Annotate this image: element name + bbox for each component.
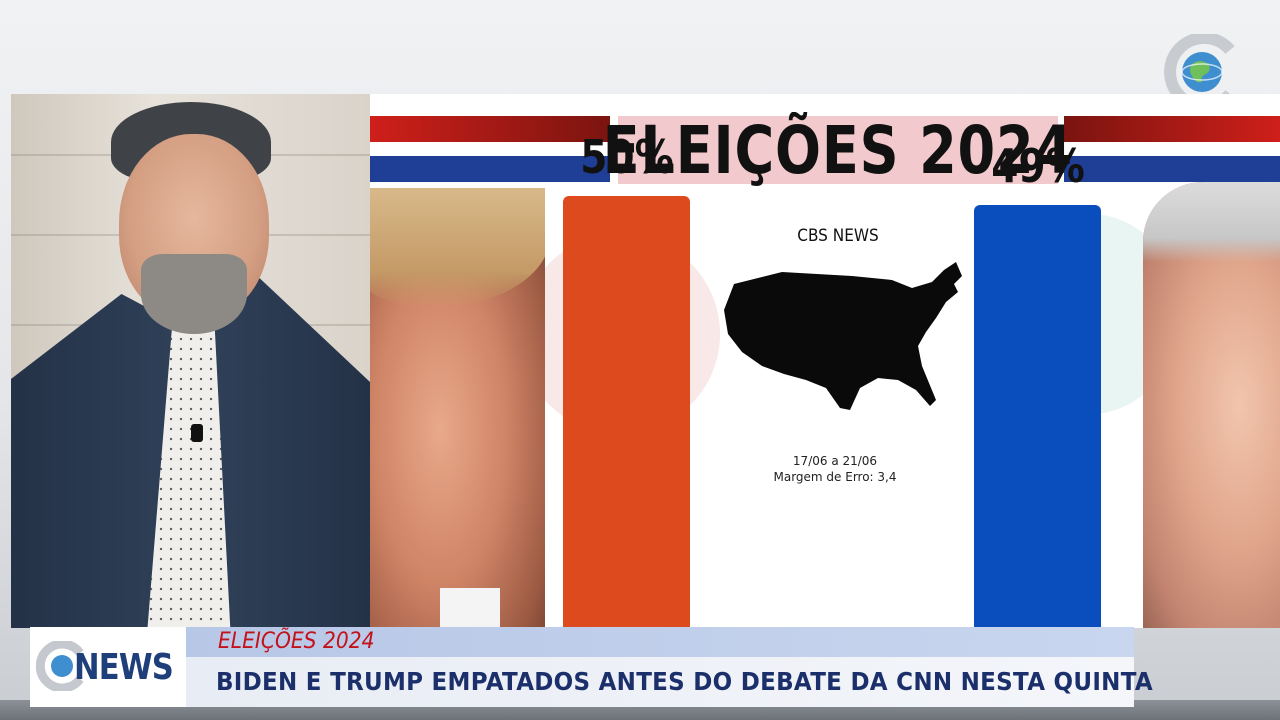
- news-logo: NEWS: [30, 627, 186, 707]
- anchor-beard: [141, 254, 247, 334]
- trump-photo: [370, 188, 545, 628]
- stripe-blue-left: [370, 156, 610, 182]
- anchor-video-feed: [11, 94, 370, 628]
- stripe-red-right: [1064, 116, 1280, 142]
- trump-collar: [440, 588, 500, 628]
- lower-third-kicker: ELEIÇÕES 2024: [218, 629, 375, 654]
- title-box: ELEIÇÕES 2024: [603, 112, 1073, 189]
- election-graphic: ELEIÇÕES 2024 50% 49% CBS NEWS 17/06 a 2…: [370, 94, 1280, 628]
- news-logo-text: NEWS: [74, 647, 174, 688]
- biden-hair: [1143, 182, 1280, 262]
- stripe-red-left: [370, 116, 610, 142]
- bar-biden: [974, 205, 1101, 628]
- lapel-mic-icon: [191, 424, 203, 442]
- channel-c-icon: [36, 641, 84, 691]
- poll-source: CBS NEWS: [797, 226, 879, 246]
- stripe-blue-right: [1064, 156, 1280, 182]
- anchor-jacket-right: [214, 274, 370, 628]
- bar-trump: [563, 196, 690, 628]
- usa-map-icon: [724, 262, 962, 410]
- trump-hair: [370, 188, 545, 308]
- lower-third-headline: BIDEN E TRUMP EMPATADOS ANTES DO DEBATE …: [216, 667, 1153, 696]
- bar-label-biden: 49%: [990, 139, 1085, 193]
- lower-third-kicker-bar: ELEIÇÕES 2024: [186, 627, 1134, 657]
- biden-photo: [1143, 182, 1280, 628]
- poll-date-range: 17/06 a 21/06: [792, 454, 878, 468]
- lower-third-headline-bar: BIDEN E TRUMP EMPATADOS ANTES DO DEBATE …: [186, 657, 1153, 707]
- poll-margin-of-error: Margem de Erro: 3,4: [773, 470, 897, 484]
- chart-title: ELEIÇÕES 2024: [602, 111, 1074, 189]
- bar-label-trump: 50%: [579, 130, 674, 184]
- lower-third: NEWS ELEIÇÕES 2024 BIDEN E TRUMP EMPATAD…: [30, 627, 1153, 707]
